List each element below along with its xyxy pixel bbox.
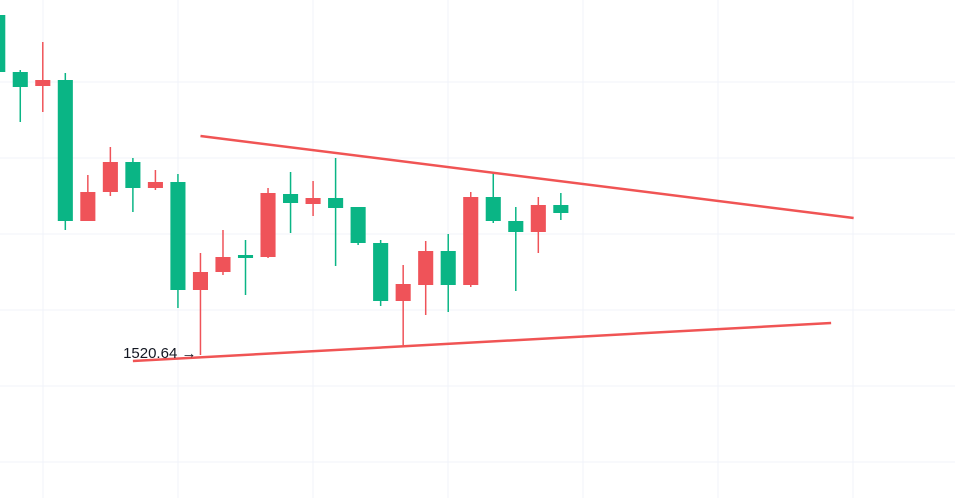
candle-body <box>328 198 344 208</box>
candle-body <box>147 182 163 188</box>
candle-body <box>102 162 118 192</box>
candle-body <box>215 257 231 272</box>
candle-body <box>57 80 73 221</box>
candle-body <box>260 193 276 257</box>
trendline <box>132 321 832 363</box>
candle-body <box>440 251 456 285</box>
candle-body <box>373 243 389 301</box>
candle-body <box>530 205 546 232</box>
candle-body <box>125 162 141 188</box>
candle-body <box>305 198 321 204</box>
annotation: 1520.64 → <box>123 345 196 362</box>
candle-body <box>418 251 434 285</box>
candle-body <box>237 255 254 258</box>
candle-body <box>192 272 209 290</box>
candle-body <box>463 197 479 285</box>
candle-body <box>350 207 366 243</box>
candle-body <box>170 182 186 290</box>
candle-body <box>35 80 51 86</box>
candle-body <box>80 192 96 221</box>
candle-body <box>283 194 299 203</box>
candle-body <box>553 205 569 213</box>
trendline <box>200 134 854 220</box>
candle-body <box>12 72 28 87</box>
candle-body <box>485 197 501 221</box>
candle-body <box>395 284 411 301</box>
candle-body <box>508 221 524 232</box>
candle-body <box>0 15 6 72</box>
